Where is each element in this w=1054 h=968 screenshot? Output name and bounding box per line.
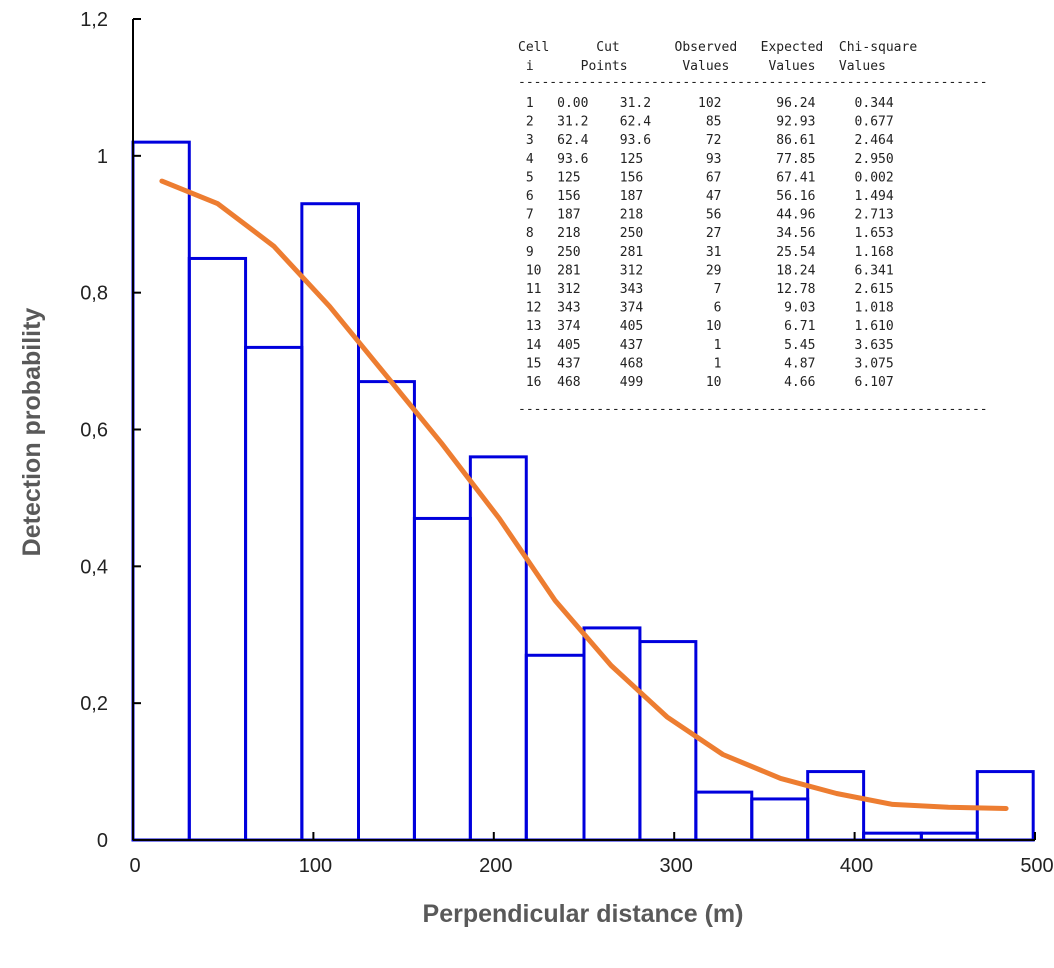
table-separator: ----------------------------------------… xyxy=(518,402,988,417)
histogram-bar-6 xyxy=(412,516,472,842)
table-row: 5 125 156 67 67.41 0.002 xyxy=(518,170,894,185)
table-separator: ----------------------------------------… xyxy=(518,75,988,90)
x-tick-label: 100 xyxy=(299,855,332,877)
y-tick-label: 0 xyxy=(97,830,108,852)
table-header2: i Points Values Values Values xyxy=(518,59,886,74)
table-row: 13 374 405 10 6.71 1.610 xyxy=(518,319,894,334)
y-tick-label: 0,8 xyxy=(80,283,108,305)
histogram-bar-2 xyxy=(187,256,248,842)
histogram-bar-15 xyxy=(919,831,979,842)
histogram-bar-9 xyxy=(582,626,642,842)
table-row: 7 187 218 56 44.96 2.713 xyxy=(518,208,894,223)
table-row: 1 0.00 31.2 102 96.24 0.344 xyxy=(518,96,894,111)
table-row: 16 468 499 10 4.66 6.107 xyxy=(518,375,894,390)
histogram-bar-5 xyxy=(357,380,416,842)
chi-square-table: Cell Cut Observed Expected Chi-square i … xyxy=(518,40,988,417)
y-tick-label: 0,4 xyxy=(80,556,108,578)
histogram-bar-4 xyxy=(300,202,360,842)
histogram-bar-12 xyxy=(750,797,810,842)
table-row: 2 31.2 62.4 85 92.93 0.677 xyxy=(518,115,894,130)
histogram-bar-11 xyxy=(694,790,754,842)
x-axis-title: Perpendicular distance (m) xyxy=(423,900,744,928)
y-tick-label: 0,6 xyxy=(80,420,108,442)
histogram-bar-8 xyxy=(524,653,586,842)
x-tick-label: 0 xyxy=(129,855,140,877)
x-tick-label: 500 xyxy=(1020,855,1053,877)
histogram-bar-14 xyxy=(862,831,923,842)
fitted-detection-curve xyxy=(159,178,1009,811)
table-row: 11 312 343 7 12.78 2.615 xyxy=(518,282,894,297)
x-tick-label: 400 xyxy=(840,855,873,877)
y-tick-label: 0,2 xyxy=(80,693,108,715)
table-row: 9 250 281 31 25.54 1.168 xyxy=(518,245,894,260)
table-header1: Cell Cut Observed Expected Chi-square xyxy=(518,40,917,55)
table-row: 6 156 187 47 56.16 1.494 xyxy=(518,189,894,204)
histogram-bar-3 xyxy=(244,345,304,842)
table-row: 10 281 312 29 18.24 6.341 xyxy=(518,263,894,278)
x-tick-label: 300 xyxy=(660,855,693,877)
histogram-bar-1 xyxy=(131,140,191,842)
table-row: 4 93.6 125 93 77.85 2.950 xyxy=(518,152,894,167)
table-row: 3 62.4 93.6 72 86.61 2.464 xyxy=(518,133,894,148)
table-row: 14 405 437 1 5.45 3.635 xyxy=(518,338,894,353)
table-row: 8 218 250 27 34.56 1.653 xyxy=(518,226,894,241)
y-tick-label: 1,2 xyxy=(80,9,108,31)
y-axis-title: Detection probability xyxy=(18,308,46,557)
table-row: 12 343 374 6 9.03 1.018 xyxy=(518,301,894,316)
table-row: 15 437 468 1 4.87 3.075 xyxy=(518,356,894,371)
axis-ticks: 0 100 200 300 400 500 0 0,2 0,4 0,6 0,8 1 1,2 xyxy=(80,9,1054,877)
y-tick-label: 1 xyxy=(97,146,108,168)
x-tick-label: 200 xyxy=(479,855,512,877)
histogram-bar-10 xyxy=(638,640,698,842)
histogram-bar-13 xyxy=(806,770,866,842)
